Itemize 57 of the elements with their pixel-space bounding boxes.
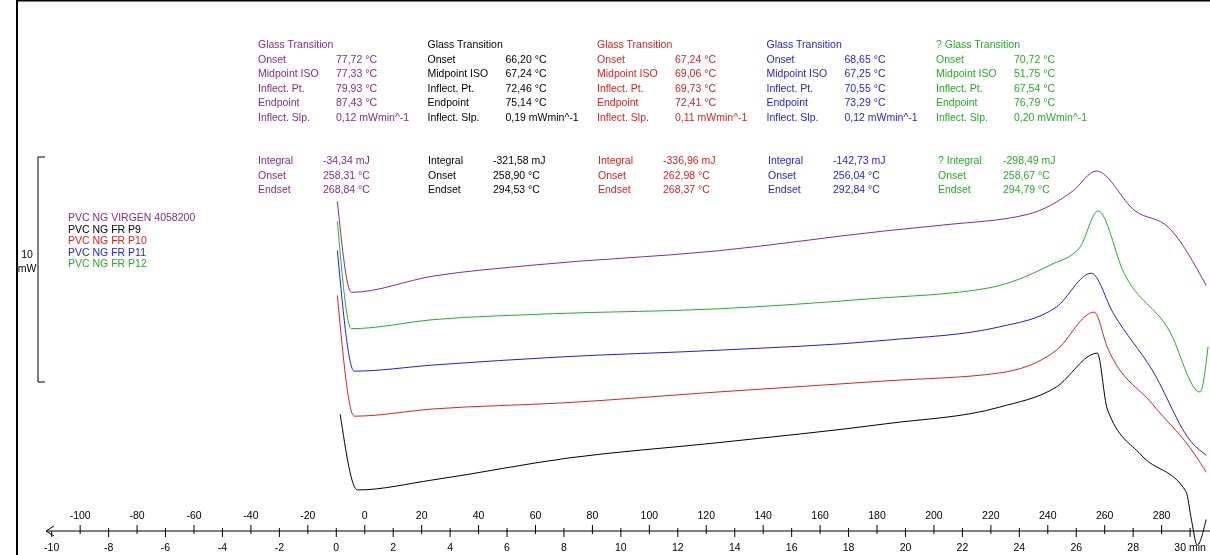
- text: ? Integral -298,49 mJ Onset 258,67 °C Endset 294,79 °C: [938, 154, 1056, 195]
- x-tick-label: 26: [1070, 541, 1083, 553]
- x-tick-label: 18: [842, 541, 855, 553]
- x-tick-label: 6: [504, 541, 511, 553]
- x2-tick-label: -80: [129, 509, 145, 521]
- x-tick-label: 0: [333, 541, 340, 553]
- x2-tick-label: 180: [868, 509, 886, 521]
- text: Glass Transition Onset 68,65 °C Midpoint ISO 67,25 °C Inflect. Pt. 70,55 °C Endpoint 73,29 °C Inflect. Slp. 0,12 mWmin^-1: [766, 38, 918, 123]
- x-tick-label: -2: [274, 541, 285, 553]
- x-tick-label: -4: [217, 541, 228, 553]
- x-tick-label: 10: [615, 541, 627, 553]
- x2-tick-label: -20: [300, 509, 316, 521]
- x2-tick-label: 100: [640, 509, 659, 521]
- x2-tick-label: 40: [472, 509, 485, 521]
- x2-tick-label: 200: [925, 509, 943, 521]
- x2-tick-label: 0: [361, 509, 368, 521]
- x-tick-label: -10: [44, 541, 60, 553]
- x-tick-label: -6: [160, 541, 171, 553]
- text: Glass Transition Onset 77,72 °C Midpoint ISO 77,33 °C Inflect. Pt. 79,93 °C Endpoint 87,43 °C Inflect. Slp. 0,12 mWmin^-1: [258, 38, 410, 123]
- x2-tick-label: -60: [186, 509, 202, 521]
- y-axis-title: 10 mW: [17, 248, 37, 274]
- text: PVC NG FR P10: [68, 234, 147, 246]
- text: Integral -321,58 mJ Onset 258,90 °C Endset 294,53 °C: [428, 154, 546, 195]
- x-tick-label: 2: [390, 541, 397, 553]
- x2-tick-label: -40: [243, 509, 259, 521]
- text: PVC NG FR P12: [68, 257, 147, 269]
- x-tick-label: 28: [1127, 541, 1140, 553]
- x-tick-label: 16: [785, 541, 798, 553]
- x-tick-label: 22: [956, 541, 969, 553]
- x2-tick-label: 140: [754, 509, 773, 521]
- x2-tick-label: 120: [697, 509, 716, 521]
- x-tick-label: 14: [728, 541, 741, 553]
- text: Glass Transition Onset 67,24 °C Midpoint ISO 69,06 °C Inflect. Pt. 69,73 °C Endpoint 72,41 °C Inflect. Slp. 0,11 mWmin^-1: [597, 38, 748, 123]
- x-tick-label: 8: [561, 541, 568, 553]
- x-tick-label: 20: [899, 541, 912, 553]
- text: PVC NG VIRGEN 4058200: [68, 211, 196, 223]
- x-tick-label: 24: [1013, 541, 1026, 553]
- x2-tick-label: 160: [811, 509, 830, 521]
- text: Integral -336,96 mJ Onset 262,98 °C Endset 268,37 °C: [598, 154, 716, 195]
- text: ? Glass Transition Onset 70,72 °C Midpoint ISO 51,75 °C Inflect. Pt. 67,54 °C Endpoint 76,79 °C Inflect. Slp. 0,20 mWmin^-1: [936, 38, 1088, 123]
- text: Integral -34,34 mJ Onset 258,31 °C Endset 268,84 °C: [258, 154, 370, 195]
- text: Glass Transition Onset 66,20 °C Midpoint ISO 67,24 °C Inflect. Pt. 72,46 °C Endpoint 75,14 °C Inflect. Slp. 0,19 mWmin^-1: [427, 38, 579, 123]
- x2-tick-label: 220: [982, 509, 1000, 521]
- text: PVC NG FR P11: [68, 245, 147, 258]
- x2-tick-label: 80: [586, 509, 599, 521]
- x2-tick-label: -100: [69, 509, 91, 521]
- x2-tick-label: 20: [415, 509, 428, 521]
- text: PVC NG FR P9: [68, 222, 142, 235]
- x-tick-label: 30 min: [1174, 541, 1206, 553]
- x2-tick-label: 240: [1039, 509, 1057, 521]
- x-tick-label: 4: [447, 541, 454, 553]
- x2-tick-label: 280: [1152, 509, 1171, 521]
- x-tick-label: 12: [671, 541, 684, 553]
- text: Integral -142,73 mJ Onset 256,04 °C Endset 292,84 °C: [768, 154, 886, 195]
- x2-tick-label: 260: [1095, 509, 1114, 521]
- x2-tick-label: 60: [529, 509, 542, 521]
- x-tick-label: -8: [103, 541, 114, 553]
